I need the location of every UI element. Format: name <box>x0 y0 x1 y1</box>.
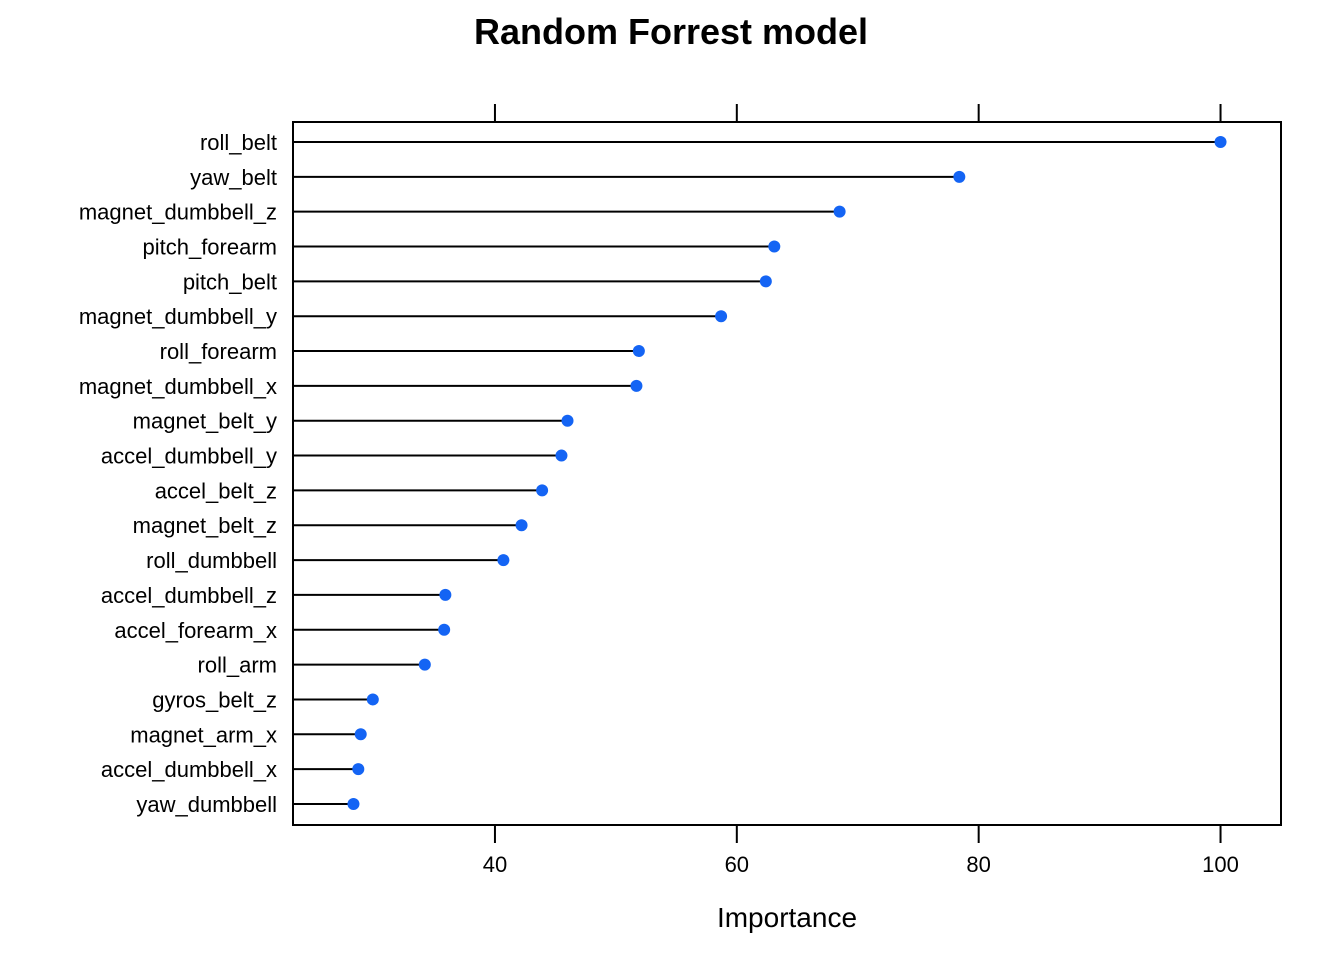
category-label: accel_dumbbell_x <box>101 757 277 782</box>
category-label: roll_dumbbell <box>146 548 277 573</box>
category-label: accel_belt_z <box>155 478 277 503</box>
data-point <box>352 763 365 776</box>
data-marks <box>293 136 1227 810</box>
data-point <box>515 519 528 532</box>
x-axis: 40 60 80 100 <box>483 104 1239 877</box>
data-point <box>630 379 643 392</box>
data-point <box>1214 136 1227 148</box>
x-axis-title: Importance <box>717 902 857 933</box>
data-point <box>354 728 367 741</box>
data-point <box>561 414 574 427</box>
data-point <box>768 240 781 253</box>
y-axis-labels: roll_belt yaw_belt magnet_dumbbell_z pitch_… <box>79 130 277 817</box>
category-label: yaw_dumbbell <box>136 792 277 817</box>
x-tick-label: 100 <box>1202 852 1239 877</box>
data-point <box>347 797 360 810</box>
data-point <box>759 275 772 288</box>
category-label: magnet_dumbbell_x <box>79 374 277 399</box>
category-label: pitch_forearm <box>142 235 277 260</box>
category-label: roll_arm <box>198 653 277 678</box>
category-label: roll_belt <box>200 130 277 155</box>
category-label: magnet_dumbbell_y <box>79 304 277 329</box>
category-label: magnet_belt_z <box>133 513 277 538</box>
data-point <box>833 205 846 218</box>
category-label: roll_forearm <box>160 339 277 364</box>
category-label: yaw_belt <box>190 165 277 190</box>
x-tick-label: 80 <box>966 852 990 877</box>
data-point <box>953 170 966 183</box>
chart-title: Random Forrest model <box>474 11 868 52</box>
data-point <box>536 484 549 497</box>
data-point <box>366 693 379 706</box>
category-label: pitch_belt <box>183 269 277 294</box>
data-point <box>555 449 568 462</box>
category-label: magnet_arm_x <box>130 722 277 747</box>
category-label: magnet_belt_y <box>133 409 277 434</box>
data-point <box>418 658 431 671</box>
category-label: magnet_dumbbell_z <box>79 200 277 225</box>
data-point <box>715 310 728 323</box>
category-label: accel_forearm_x <box>114 618 277 643</box>
category-label: accel_dumbbell_z <box>101 583 277 608</box>
category-label: gyros_belt_z <box>152 687 277 712</box>
data-point <box>439 588 452 601</box>
data-point <box>497 554 510 567</box>
category-label: accel_dumbbell_y <box>101 444 277 469</box>
data-point <box>438 623 451 636</box>
x-tick-label: 60 <box>725 852 749 877</box>
x-tick-label: 40 <box>483 852 507 877</box>
plot-frame <box>292 121 1282 826</box>
data-point <box>632 345 645 358</box>
